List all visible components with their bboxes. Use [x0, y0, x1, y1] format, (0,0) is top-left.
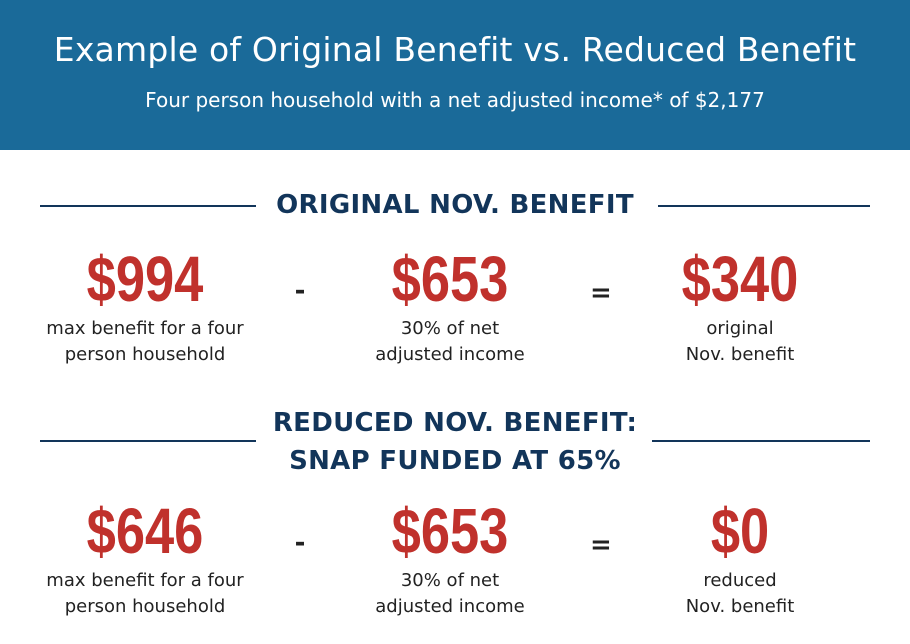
- reduced-income-caption: 30% of net adjusted income: [320, 568, 580, 620]
- original-max-caption: max benefit for a four person household: [15, 316, 275, 368]
- divider-left-original: [40, 205, 256, 207]
- divider-right-original: [658, 205, 870, 207]
- divider-left-reduced: [40, 440, 256, 442]
- original-max-caption-line2: person household: [64, 344, 226, 365]
- divider-right-reduced: [652, 440, 870, 442]
- page-subtitle: Four person household with a net adjuste…: [145, 88, 765, 112]
- reduced-max-caption-line2: person household: [64, 596, 226, 617]
- original-max-amount: $994: [86, 243, 204, 315]
- reduced-max-amount: $646: [86, 495, 204, 567]
- reduced-heading-line2: SNAP FUNDED AT 65%: [289, 446, 621, 476]
- reduced-max-caption: max benefit for a four person household: [15, 568, 275, 620]
- reduced-max-caption-line1: max benefit for a four: [46, 570, 244, 591]
- original-minus-sign: -: [294, 276, 306, 306]
- reduced-equals-sign: =: [590, 530, 612, 560]
- reduced-result-caption-line2: Nov. benefit: [685, 596, 795, 617]
- header-banner: Example of Original Benefit vs. Reduced …: [0, 0, 910, 150]
- original-income-caption-line2: adjusted income: [375, 344, 525, 365]
- original-result-caption-line2: Nov. benefit: [685, 344, 795, 365]
- original-result-caption: original Nov. benefit: [610, 316, 870, 368]
- reduced-heading-line1: REDUCED NOV. BENEFIT:: [272, 408, 638, 438]
- reduced-income-caption-line2: adjusted income: [375, 596, 525, 617]
- reduced-result-amount: $0: [710, 495, 770, 567]
- original-result-amount: $340: [681, 243, 799, 315]
- original-income-amount: $653: [391, 243, 509, 315]
- page-title: Example of Original Benefit vs. Reduced …: [53, 30, 857, 69]
- reduced-result-caption-line1: reduced: [703, 570, 777, 591]
- original-heading: ORIGINAL NOV. BENEFIT: [276, 190, 634, 220]
- original-income-caption: 30% of net adjusted income: [320, 316, 580, 368]
- reduced-income-caption-line1: 30% of net: [400, 570, 500, 591]
- reduced-result-caption: reduced Nov. benefit: [610, 568, 870, 620]
- reduced-minus-sign: -: [294, 528, 306, 558]
- reduced-income-amount: $653: [391, 495, 509, 567]
- original-equals-sign: =: [590, 278, 612, 308]
- original-max-caption-line1: max benefit for a four: [46, 318, 244, 339]
- original-result-caption-line1: original: [706, 318, 774, 339]
- original-income-caption-line1: 30% of net: [400, 318, 500, 339]
